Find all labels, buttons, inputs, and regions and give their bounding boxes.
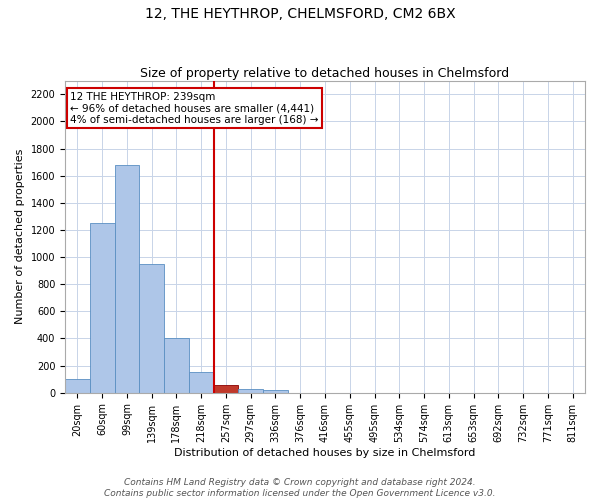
Text: Contains HM Land Registry data © Crown copyright and database right 2024.
Contai: Contains HM Land Registry data © Crown c… bbox=[104, 478, 496, 498]
Text: 12, THE HEYTHROP, CHELMSFORD, CM2 6BX: 12, THE HEYTHROP, CHELMSFORD, CM2 6BX bbox=[145, 8, 455, 22]
Bar bbox=[115, 165, 139, 392]
X-axis label: Distribution of detached houses by size in Chelmsford: Distribution of detached houses by size … bbox=[175, 448, 476, 458]
Title: Size of property relative to detached houses in Chelmsford: Size of property relative to detached ho… bbox=[140, 66, 509, 80]
Bar bbox=[263, 390, 288, 392]
Bar bbox=[214, 384, 238, 392]
Text: 12 THE HEYTHROP: 239sqm
← 96% of detached houses are smaller (4,441)
4% of semi-: 12 THE HEYTHROP: 239sqm ← 96% of detache… bbox=[70, 92, 319, 125]
Bar bbox=[65, 379, 90, 392]
Bar bbox=[139, 264, 164, 392]
Bar bbox=[164, 338, 189, 392]
Bar bbox=[238, 388, 263, 392]
Bar bbox=[189, 372, 214, 392]
Y-axis label: Number of detached properties: Number of detached properties bbox=[15, 149, 25, 324]
Bar bbox=[90, 223, 115, 392]
